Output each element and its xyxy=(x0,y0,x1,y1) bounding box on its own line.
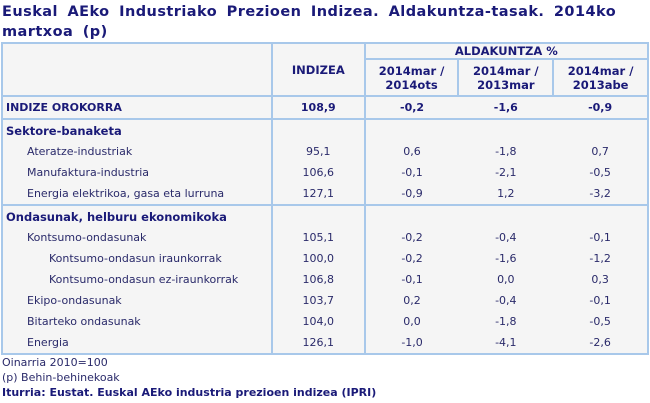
change-value: -0,2 xyxy=(400,101,425,114)
change-value: -0,2 xyxy=(401,231,423,244)
section-title: Ondasunak, helburu ekonomikoka xyxy=(1,205,273,227)
change-value: -0,1 xyxy=(401,273,423,286)
change-value: -0,2 xyxy=(401,252,423,265)
table-row: Manufaktura-industria 106,6 -0,1 -2,1 -0… xyxy=(1,162,649,183)
table-row: Kontsumo-ondasun iraunkorrak 100,0 -0,2 … xyxy=(1,248,649,269)
change-value: -0,4 xyxy=(495,231,517,244)
row-label: Kontsumo-ondasun iraunkorrak xyxy=(1,248,273,269)
table-row: Ekipo-ondasunak 103,7 0,2 -0,4 -0,1 xyxy=(1,290,649,311)
change-value: 0,6 xyxy=(403,145,421,158)
row-label: Kontsumo-ondasunak xyxy=(1,227,273,248)
change-value: -0,5 xyxy=(553,162,649,183)
index-value: 108,9 xyxy=(271,96,366,119)
section-header: Sektore-banaketa xyxy=(1,119,649,141)
change-value: 0,0 xyxy=(403,315,421,328)
index-value: 103,7 xyxy=(271,290,366,311)
change-value: -0,4 xyxy=(495,294,517,307)
change-value: -0,9 xyxy=(553,96,649,119)
change-value: -0,5 xyxy=(553,311,649,332)
header-col-1: 2014mar /2014ots xyxy=(363,58,460,97)
change-value: -1,8 xyxy=(495,145,517,158)
section-title: Sektore-banaketa xyxy=(1,119,273,141)
row-label: Energia xyxy=(1,332,273,354)
header-indizea: INDIZEA xyxy=(270,42,366,97)
row-label: Bitarteko ondasunak xyxy=(1,311,273,332)
footnote-base: Oinarria 2010=100 xyxy=(2,356,108,369)
index-value: 95,1 xyxy=(271,141,366,162)
index-value: 106,6 xyxy=(271,162,366,183)
table-row: Bitarteko ondasunak 104,0 0,0 -1,8 -0,5 xyxy=(1,311,649,332)
change-value: 0,2 xyxy=(403,294,421,307)
change-value: 0,0 xyxy=(497,273,515,286)
header-col-2: 2014mar /2013mar xyxy=(457,58,555,97)
table-row-total: INDIZE OROKORRA 108,9 -0,2 -1,6 -0,9 xyxy=(1,96,649,119)
row-label: INDIZE OROKORRA xyxy=(1,96,273,119)
row-label: Kontsumo-ondasun ez-iraunkorrak xyxy=(1,269,273,290)
header-blank xyxy=(1,42,273,97)
footnote-source: Iturria: Eustat. Euskal AEko industria p… xyxy=(2,386,377,399)
change-value: 1,2 xyxy=(497,187,515,200)
table-row: Kontsumo-ondasun ez-iraunkorrak 106,8 -0… xyxy=(1,269,649,290)
table-row: Kontsumo-ondasunak 105,1 -0,2 -0,4 -0,1 xyxy=(1,227,649,248)
change-value: -1,2 xyxy=(553,248,649,269)
change-value: -0,1 xyxy=(553,290,649,311)
header-aldakuntza: ALDAKUNTZA % xyxy=(363,42,650,60)
row-label: Ekipo-ondasunak xyxy=(1,290,273,311)
change-value: -1,6 xyxy=(493,101,518,114)
index-value: 127,1 xyxy=(271,183,366,205)
index-value: 126,1 xyxy=(271,332,366,354)
change-value: 0,7 xyxy=(553,141,649,162)
change-value: -1,6 xyxy=(495,252,517,265)
change-value: -1,8 xyxy=(495,315,517,328)
page-title: Euskal AEko Industriako Prezioen Indizea… xyxy=(2,4,617,40)
table-row: Energia 126,1 -1,0 -4,1 -2,6 xyxy=(1,332,649,354)
change-value: -0,9 xyxy=(401,187,423,200)
index-value: 106,8 xyxy=(271,269,366,290)
table-row: Energia elektrikoa, gasa eta lurruna 127… xyxy=(1,183,649,205)
change-value: 0,3 xyxy=(553,269,649,290)
row-label: Ateratze-industriak xyxy=(1,141,273,162)
header-col-3: 2014mar /2013abe xyxy=(552,58,649,97)
table-row: Ateratze-industriak 95,1 0,6 -1,8 0,7 xyxy=(1,141,649,162)
change-value: -3,2 xyxy=(553,183,649,205)
change-value: -2,1 xyxy=(495,166,517,179)
row-label: Energia elektrikoa, gasa eta lurruna xyxy=(1,183,273,205)
change-value: -4,1 xyxy=(495,336,517,349)
change-value: -1,0 xyxy=(401,336,423,349)
change-value: -0,1 xyxy=(401,166,423,179)
section-header: Ondasunak, helburu ekonomikoka xyxy=(1,205,649,227)
index-value: 105,1 xyxy=(271,227,366,248)
change-value: -2,6 xyxy=(553,332,649,354)
row-label: Manufaktura-industria xyxy=(1,162,273,183)
change-value: -0,1 xyxy=(553,227,649,248)
index-value: 104,0 xyxy=(271,311,366,332)
footnote-provisional: (p) Behin-behinekoak xyxy=(2,371,120,384)
index-value: 100,0 xyxy=(271,248,366,269)
data-table: INDIZEA ALDAKUNTZA % 2014mar /2014ots 20… xyxy=(1,42,650,355)
